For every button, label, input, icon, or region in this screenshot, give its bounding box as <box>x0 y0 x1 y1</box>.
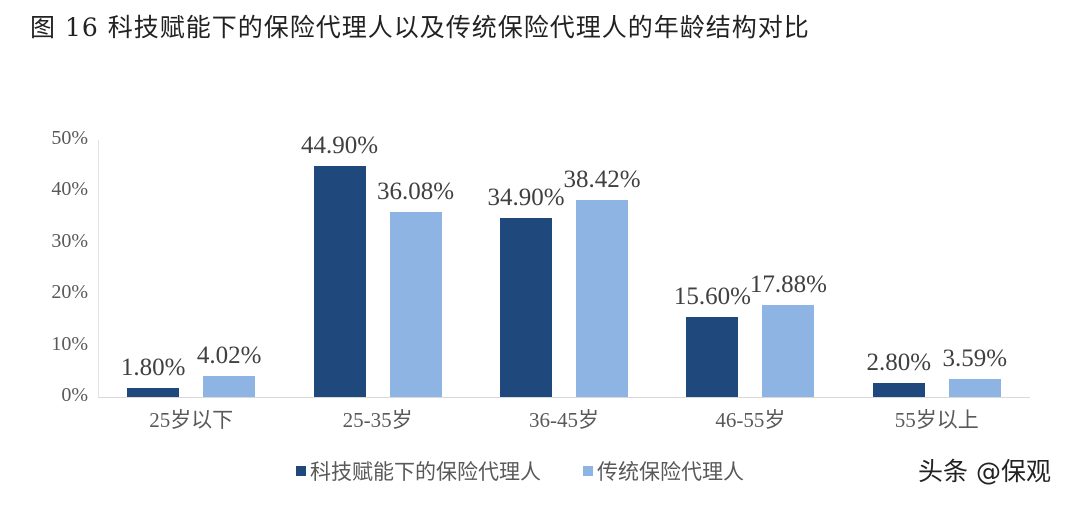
bar-series2 <box>576 199 628 397</box>
y-tick-label: 50% <box>51 127 88 149</box>
data-label: 44.90% <box>301 132 379 160</box>
x-category-label: 25-35岁 <box>342 408 413 432</box>
data-label: 1.80% <box>120 353 186 381</box>
bar-series1 <box>686 316 739 397</box>
bar-series2 <box>762 305 815 397</box>
data-label: 17.88% <box>749 271 827 299</box>
bar-series1 <box>127 387 180 397</box>
x-category-label: 25岁以下 <box>149 408 234 432</box>
y-tick-label: 30% <box>51 229 88 252</box>
bar-series1 <box>500 217 552 397</box>
data-label: 38.42% <box>563 165 641 193</box>
bar-series1 <box>872 382 925 397</box>
x-axis-line <box>98 397 1030 398</box>
legend-item-series1: 科技赋能下的保险代理人 <box>296 456 541 486</box>
legend-item-series2: 传统保险代理人 <box>583 456 744 486</box>
legend: 科技赋能下的保险代理人 传统保险代理人 <box>296 456 786 486</box>
data-label: 15.60% <box>673 282 751 310</box>
y-axis-line <box>98 140 99 398</box>
bar-series1 <box>313 166 366 397</box>
legend-swatch-dark-icon <box>296 466 306 476</box>
legend-swatch-light-icon <box>583 466 593 476</box>
chart-title: 图 16 科技赋能下的保险代理人以及传统保险代理人的年龄结构对比 <box>30 13 810 42</box>
legend-label: 传统保险代理人 <box>597 460 744 484</box>
data-label: 4.02% <box>196 342 262 370</box>
x-category-label: 55岁以上 <box>894 408 979 432</box>
bar-series2 <box>389 211 442 397</box>
x-category-label: 46-55岁 <box>715 408 786 432</box>
y-tick-label: 10% <box>51 332 88 355</box>
data-label: 36.08% <box>377 177 455 205</box>
bar-series2 <box>203 376 256 397</box>
data-label: 34.90% <box>487 183 565 211</box>
y-tick-label: 40% <box>51 178 88 201</box>
x-category-label: 36-45岁 <box>529 408 599 432</box>
bar-series2 <box>948 378 1001 397</box>
watermark: 头条 @保观 <box>918 457 1051 486</box>
data-label: 3.59% <box>942 344 1008 372</box>
data-label: 2.80% <box>866 348 932 376</box>
y-tick-label: 0% <box>61 384 88 406</box>
y-tick-label: 20% <box>51 281 88 304</box>
legend-label: 科技赋能下的保险代理人 <box>310 460 541 484</box>
